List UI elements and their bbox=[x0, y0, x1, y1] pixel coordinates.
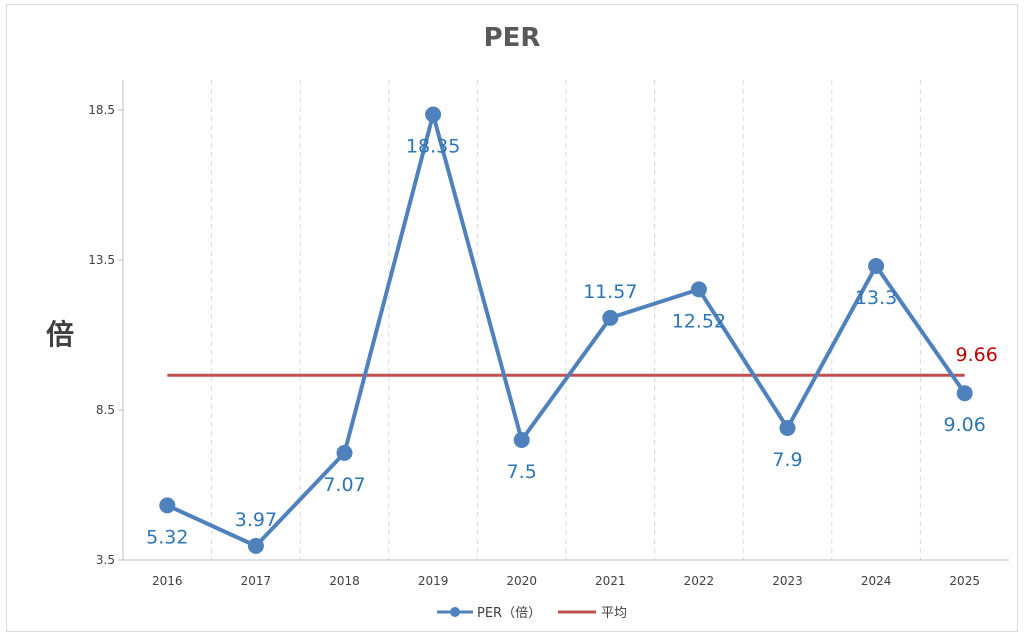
data-label: 9.06 bbox=[944, 414, 986, 436]
chart-title: PER bbox=[484, 23, 541, 53]
x-tick-label: 2025 bbox=[949, 574, 980, 588]
legend: PER（倍） 平均 bbox=[437, 606, 627, 621]
axes bbox=[122, 80, 1009, 561]
y-tick-label: 18.5 bbox=[88, 103, 115, 117]
legend-label-average: 平均 bbox=[601, 606, 627, 621]
y-tick-label: 3.5 bbox=[96, 553, 115, 567]
data-label: 3.97 bbox=[235, 509, 277, 531]
data-label: 7.07 bbox=[323, 474, 365, 496]
x-axis-ticks: 2016 2017 2018 2019 2020 2021 2022 2023 2024 2025 bbox=[152, 574, 980, 588]
legend-label-per: PER（倍） bbox=[477, 606, 541, 621]
data-point bbox=[336, 444, 353, 461]
legend-marker-per bbox=[450, 607, 460, 617]
data-point bbox=[247, 537, 264, 554]
data-label: 18.35 bbox=[406, 136, 460, 158]
x-tick-label: 2019 bbox=[418, 574, 449, 588]
data-point bbox=[779, 420, 796, 436]
per-series bbox=[159, 106, 973, 554]
data-label: 5.32 bbox=[146, 526, 188, 548]
data-point bbox=[690, 281, 707, 298]
data-label: 13.3 bbox=[855, 287, 897, 309]
x-tick-label: 2021 bbox=[595, 574, 626, 588]
data-point bbox=[868, 258, 885, 274]
y-axis-label: 倍 bbox=[46, 318, 74, 351]
x-tick-label: 2018 bbox=[329, 574, 360, 588]
x-tick-label: 2022 bbox=[684, 574, 715, 588]
data-label: 11.57 bbox=[583, 281, 637, 303]
data-label: 7.9 bbox=[772, 449, 802, 471]
data-labels: 5.32 3.97 7.07 18.35 7.5 11.57 12.52 7.9 13.3 9.0… bbox=[146, 136, 998, 549]
data-point bbox=[513, 432, 530, 448]
data-label: 12.52 bbox=[672, 310, 726, 332]
per-line bbox=[166, 112, 967, 548]
x-tick-label: 2017 bbox=[241, 574, 272, 588]
y-tick-label: 8.5 bbox=[96, 403, 115, 417]
x-tick-label: 2023 bbox=[772, 574, 803, 588]
y-axis-ticks: 3.5 8.5 13.5 18.5 bbox=[88, 103, 123, 567]
data-point bbox=[425, 106, 442, 123]
y-tick-label: 13.5 bbox=[88, 253, 115, 267]
data-point bbox=[159, 497, 176, 514]
average-label: 9.66 bbox=[956, 344, 998, 366]
x-tick-label: 2016 bbox=[152, 574, 183, 588]
data-point bbox=[956, 385, 973, 402]
grid-lines bbox=[211, 80, 921, 560]
x-tick-label: 2020 bbox=[506, 574, 537, 588]
data-point bbox=[602, 309, 619, 326]
data-label: 7.5 bbox=[507, 461, 537, 483]
x-tick-label: 2024 bbox=[861, 574, 892, 588]
